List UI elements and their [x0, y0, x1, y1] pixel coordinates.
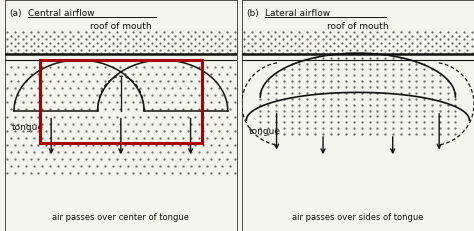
Text: roof of mouth: roof of mouth — [90, 22, 152, 31]
Text: air passes over sides of tongue: air passes over sides of tongue — [292, 213, 424, 222]
Text: roof of mouth: roof of mouth — [327, 22, 389, 31]
Text: (a): (a) — [9, 9, 22, 18]
Bar — [39, 60, 202, 143]
Text: tongue: tongue — [12, 123, 44, 131]
Text: air passes over center of tongue: air passes over center of tongue — [52, 213, 190, 222]
Text: tongue: tongue — [249, 127, 281, 136]
Text: Central airflow: Central airflow — [28, 9, 95, 18]
Text: (b): (b) — [246, 9, 259, 18]
Text: Lateral airflow: Lateral airflow — [265, 9, 330, 18]
